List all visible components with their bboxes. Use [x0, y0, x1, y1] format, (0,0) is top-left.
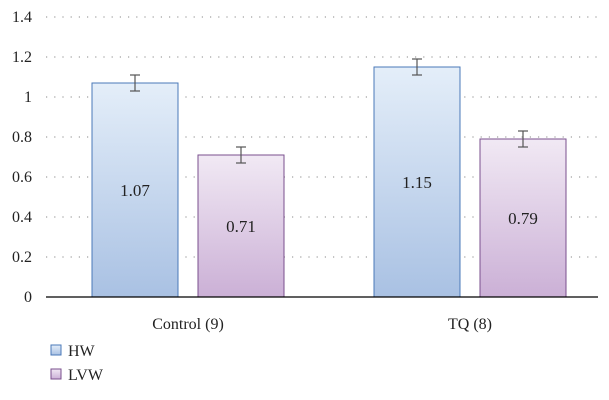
y-tick-label: 0.2	[12, 249, 32, 266]
legend-label: LVW	[68, 367, 104, 384]
y-tick-label: 0.8	[12, 129, 32, 146]
x-category-label: Control (9)	[152, 316, 224, 333]
y-tick-label: 0	[24, 289, 32, 306]
y-tick-label: 0.4	[12, 209, 32, 226]
error-bar	[236, 146, 246, 164]
y-tick-label: 1.4	[12, 9, 32, 26]
legend-label: HW	[68, 343, 96, 360]
data-label: 0.71	[226, 217, 256, 236]
bar-hw-1	[373, 66, 461, 298]
legend-item-lvw: LVW	[50, 367, 104, 384]
bars: 1.07 0.71 1.15 0.79	[91, 58, 567, 298]
data-label: 1.07	[120, 181, 150, 200]
y-tick-label: 1.2	[12, 49, 32, 66]
y-axis-ticks: 0 0.2 0.4 0.6 0.8 1 1.2 1.4	[12, 9, 32, 306]
y-tick-label: 0.6	[12, 169, 32, 186]
y-tick-label: 1	[24, 89, 32, 106]
bar-lvw-1	[479, 138, 567, 298]
legend-swatch	[50, 344, 62, 356]
data-label: 0.79	[508, 209, 538, 228]
error-bar	[412, 58, 422, 76]
legend: HW LVW	[50, 343, 104, 384]
x-axis-categories: Control (9) TQ (8)	[152, 316, 492, 333]
data-label: 1.15	[402, 173, 432, 192]
error-bar	[518, 130, 528, 148]
bar-hw-0	[91, 82, 179, 298]
legend-item-hw: HW	[50, 343, 96, 360]
legend-swatch	[50, 368, 62, 380]
x-category-label: TQ (8)	[448, 316, 492, 333]
error-bar	[130, 74, 140, 92]
